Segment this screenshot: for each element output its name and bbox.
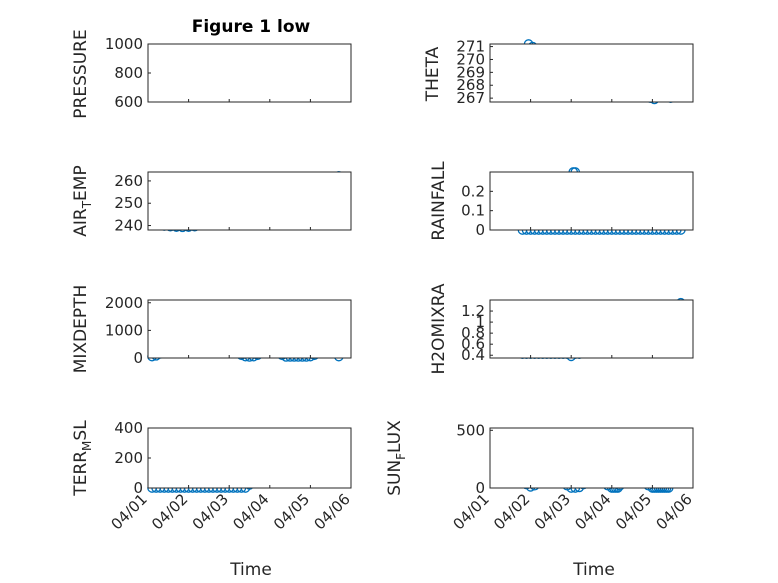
y-tick-label: 0 — [475, 221, 485, 239]
subplot-air-temp: AIRTEMP 240 250 260 — [71, 165, 352, 237]
axes-frame — [489, 43, 694, 103]
y-tick-label: 600 — [114, 93, 143, 111]
axes-frame — [147, 299, 352, 359]
subplot-pressure: Figure 1 low PRESSURE 600 800 1000 — [71, 17, 352, 119]
y-tick-label: 1000 — [105, 321, 143, 339]
y-tick-label: 200 — [114, 449, 143, 467]
subplot-sun-flux: SUNFLUX Time 050004/0104/0204/0304/0404/… — [385, 420, 696, 580]
x-tick-label: 04/03 — [531, 490, 574, 533]
y-tick-label: 0 — [133, 479, 143, 497]
x-tick-label: 04/04 — [229, 490, 272, 533]
axes-frame — [489, 171, 694, 231]
x-tick-label: 04/04 — [571, 490, 614, 533]
y-tick-label: 800 — [114, 64, 143, 82]
x-tick-label: 04/05 — [612, 490, 655, 533]
axes-frame — [489, 427, 694, 489]
x-tick-label: 04/05 — [270, 490, 313, 533]
axes-frame — [147, 171, 352, 231]
y-tick-label: 267 — [456, 89, 485, 107]
ylabel-sun-flux: SUNFLUX — [385, 420, 408, 496]
x-tick-label: 04/01 — [450, 490, 493, 533]
y-tick-label: 240 — [114, 217, 143, 235]
y-tick-label: 500 — [456, 421, 485, 439]
y-tick-label: 0.2 — [461, 182, 485, 200]
ylabel-rainfall: RAINFALL — [429, 161, 449, 241]
ylabel-air-temp: AIRTEMP — [71, 165, 94, 236]
ylabel-terr-msl: TERRMSL — [71, 420, 94, 497]
x-tick-label: 04/06 — [311, 490, 354, 533]
y-tick-label: 0.1 — [461, 202, 485, 220]
y-tick-label: 2000 — [105, 294, 143, 312]
ylabel-mixdepth: MIXDEPTH — [71, 285, 91, 374]
y-tick-label: 0.4 — [461, 346, 485, 364]
xlabel-time-right: Time — [572, 560, 615, 580]
y-tick-label: 268 — [456, 76, 485, 94]
y-tick-label: 269 — [456, 63, 485, 81]
x-tick-label: 04/06 — [653, 490, 696, 533]
y-tick-label: 271 — [456, 38, 485, 56]
y-tick-label: 270 — [456, 50, 485, 68]
axes-frame — [147, 43, 352, 103]
xlabel-time-left: Time — [229, 560, 272, 580]
ylabel-pressure: PRESSURE — [71, 29, 91, 118]
y-tick-label: 0.6 — [461, 335, 485, 353]
y-tick-label: 400 — [114, 419, 143, 437]
subplot-rainfall: RAINFALL 00.1 0.2 — [429, 161, 694, 241]
ylabel-theta: THETA — [423, 46, 443, 102]
ylabel-h2omixra: H2OMIXRA — [429, 283, 449, 374]
subplot-mixdepth: MIXDEPTH 0 1000 2000 — [71, 285, 352, 374]
subplot-h2omixra: H2OMIXRA 0.40.60.811.2 — [429, 283, 694, 375]
y-tick-label: 0.8 — [461, 324, 485, 342]
y-tick-label: 1 — [475, 313, 485, 331]
figure-title: Figure 1 low — [192, 17, 311, 37]
axes-frame — [489, 299, 694, 359]
y-tick-label: 250 — [114, 194, 143, 212]
y-tick-label: 260 — [114, 172, 143, 190]
x-tick-label: 04/02 — [490, 490, 533, 533]
y-tick-label: 0 — [475, 479, 485, 497]
y-tick-label: 1.2 — [461, 302, 485, 320]
x-tick-label: 04/02 — [148, 490, 191, 533]
axes-frame — [147, 427, 352, 489]
x-tick-label: 04/03 — [189, 490, 232, 533]
subplot-terr-msl: TERRMSL Time 0 200 400 04/0104/0204/0304/04… — [71, 419, 354, 580]
x-tick-label: 04/01 — [108, 490, 151, 533]
y-tick-label: 1000 — [105, 35, 143, 53]
y-tick-label: 0 — [133, 349, 143, 367]
